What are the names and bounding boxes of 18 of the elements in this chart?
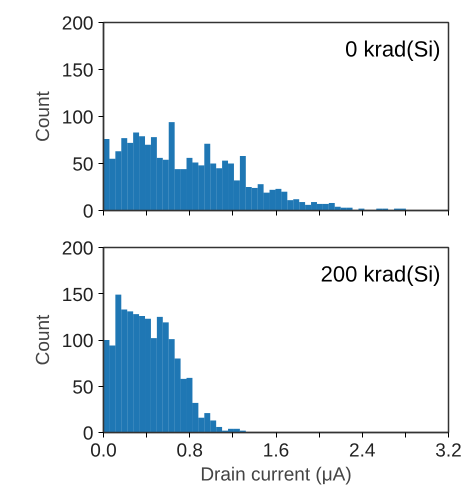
y-tick-label: 200 (62, 238, 94, 260)
y-tick-label: 100 (62, 108, 94, 128)
y-axis-title: Count (32, 314, 54, 366)
x-tick-label: 3.2 (435, 440, 462, 462)
x-tick-label: 2.4 (349, 440, 376, 462)
y-tick-label: 100 (62, 331, 94, 352)
annotation: 0 krad(Si) (345, 36, 440, 62)
y-tick-label: 50 (72, 154, 94, 176)
y-tick-label: 50 (72, 377, 94, 398)
y-tick-label: 150 (62, 60, 94, 82)
y-tick-label: 0 (82, 202, 94, 222)
x-axis-title: Drain current (μA) (200, 464, 352, 486)
x-tick-label: 1.6 (262, 440, 290, 462)
y-tick-label: 150 (62, 284, 94, 306)
x-tick-label: 0.8 (176, 440, 203, 462)
y-tick-label: 200 (62, 14, 94, 34)
annotation: 200 krad(Si) (320, 262, 441, 286)
y-axis-title: Count (32, 90, 54, 142)
